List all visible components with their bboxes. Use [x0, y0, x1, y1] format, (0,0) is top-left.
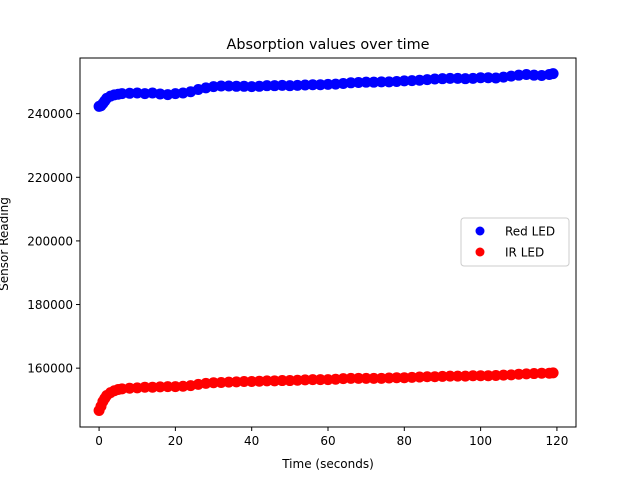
- data-point: [360, 76, 372, 88]
- data-point: [536, 367, 548, 379]
- data-point: [353, 372, 365, 384]
- data-point: [547, 367, 559, 379]
- series-ir-led: [93, 367, 559, 416]
- data-point: [375, 76, 387, 88]
- y-tick-label: 200000: [27, 234, 73, 248]
- legend: Red LED IR LED: [460, 217, 570, 267]
- axes: 0 20 40 60 80 100 120 160000 180000 200000 220000 2…: [27, 57, 577, 448]
- x-tick-label: 40: [244, 434, 259, 448]
- data-point: [444, 72, 456, 84]
- legend-box: [460, 217, 570, 267]
- data-point: [475, 370, 487, 382]
- y-tick-label: 240000: [27, 107, 73, 121]
- legend-marker: [475, 247, 485, 257]
- x-tick-label: 0: [95, 434, 103, 448]
- y-tick-label: 220000: [27, 171, 73, 185]
- y-tick-label: 180000: [27, 298, 73, 312]
- data-point: [261, 80, 273, 92]
- data-point: [307, 79, 319, 91]
- data-point: [238, 376, 250, 388]
- data-point: [444, 370, 456, 382]
- x-tick-label: 60: [320, 434, 335, 448]
- data-point: [307, 374, 319, 386]
- series-red-led: [93, 68, 559, 112]
- x-tick-label: 20: [168, 434, 183, 448]
- x-axis-label: Time (seconds): [281, 457, 374, 471]
- data-point: [345, 372, 357, 384]
- data-point: [162, 381, 174, 393]
- data-point: [368, 372, 380, 384]
- x-tick-label: 80: [397, 434, 412, 448]
- data-point: [230, 80, 242, 92]
- chart-title: Absorption values over time: [226, 37, 429, 53]
- data-point: [547, 68, 559, 80]
- data-point: [391, 372, 403, 384]
- data-point: [276, 375, 288, 387]
- data-point: [421, 371, 433, 383]
- data-point: [452, 370, 464, 382]
- legend-label: Red LED: [505, 225, 555, 239]
- data-point: [261, 375, 273, 387]
- data-point: [314, 374, 326, 386]
- data-point: [467, 370, 479, 382]
- plot-marks: [93, 68, 559, 416]
- y-tick-label: 160000: [27, 362, 73, 376]
- legend-marker: [475, 226, 485, 236]
- x-tick-label: 120: [545, 434, 568, 448]
- data-point: [475, 72, 487, 84]
- x-tick-label: 100: [469, 434, 492, 448]
- data-point: [215, 80, 227, 92]
- data-point: [139, 381, 151, 393]
- legend-label: IR LED: [505, 246, 544, 260]
- y-axis-label: Sensor Reading: [0, 197, 11, 291]
- data-point: [360, 372, 372, 384]
